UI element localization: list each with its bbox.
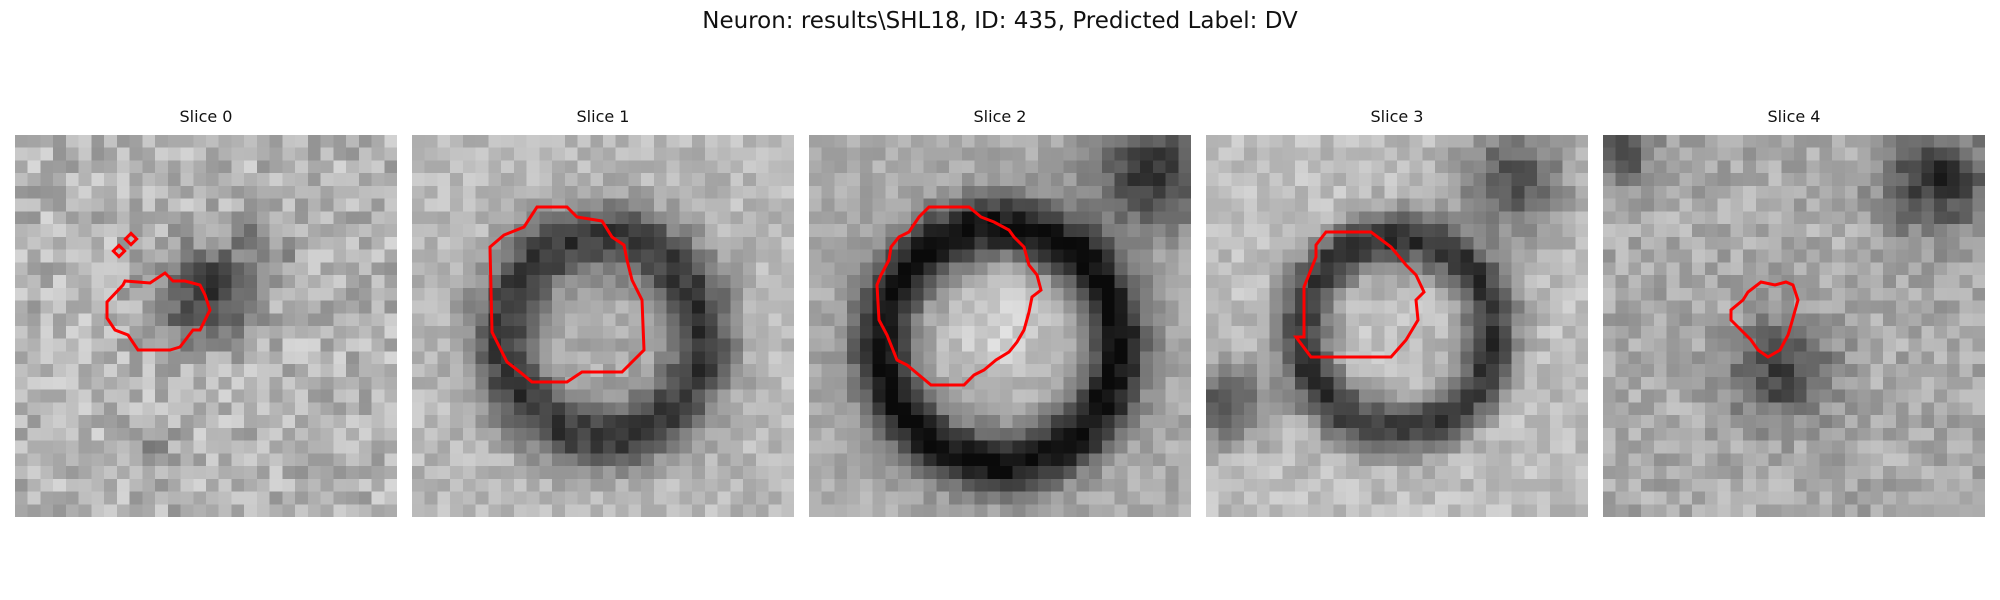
slice-image (809, 135, 1191, 517)
figure-title: Neuron: results\SHL18, ID: 435, Predicte… (702, 8, 1298, 34)
contour (875, 205, 1043, 387)
contour-overlay (1293, 230, 1426, 359)
contour (488, 205, 646, 384)
slice-panel-4: Slice 4 (1603, 107, 1985, 517)
slice-panel-0: Slice 0 (15, 107, 397, 517)
contour (1293, 230, 1426, 359)
contour-overlay (488, 205, 646, 384)
slice-title: Slice 0 (179, 107, 233, 126)
contour-overlay (1729, 280, 1800, 359)
slice-title: Slice 3 (1370, 107, 1424, 126)
slice-image (1603, 135, 1985, 517)
contour (105, 271, 212, 352)
slice-image (1206, 135, 1588, 517)
contour-overlay (105, 231, 212, 352)
slice-image (15, 135, 397, 517)
slice-title: Slice 1 (576, 107, 630, 126)
contour (111, 243, 127, 259)
slice-panel-2: Slice 2 (809, 107, 1191, 517)
contour (123, 231, 139, 247)
slice-title: Slice 2 (973, 107, 1027, 126)
contour (1729, 280, 1800, 359)
slice-panel-1: Slice 1 (412, 107, 794, 517)
slice-title: Slice 4 (1767, 107, 1821, 126)
slice-image (412, 135, 794, 517)
slice-panel-3: Slice 3 (1206, 107, 1588, 517)
contour-overlay (875, 205, 1043, 387)
